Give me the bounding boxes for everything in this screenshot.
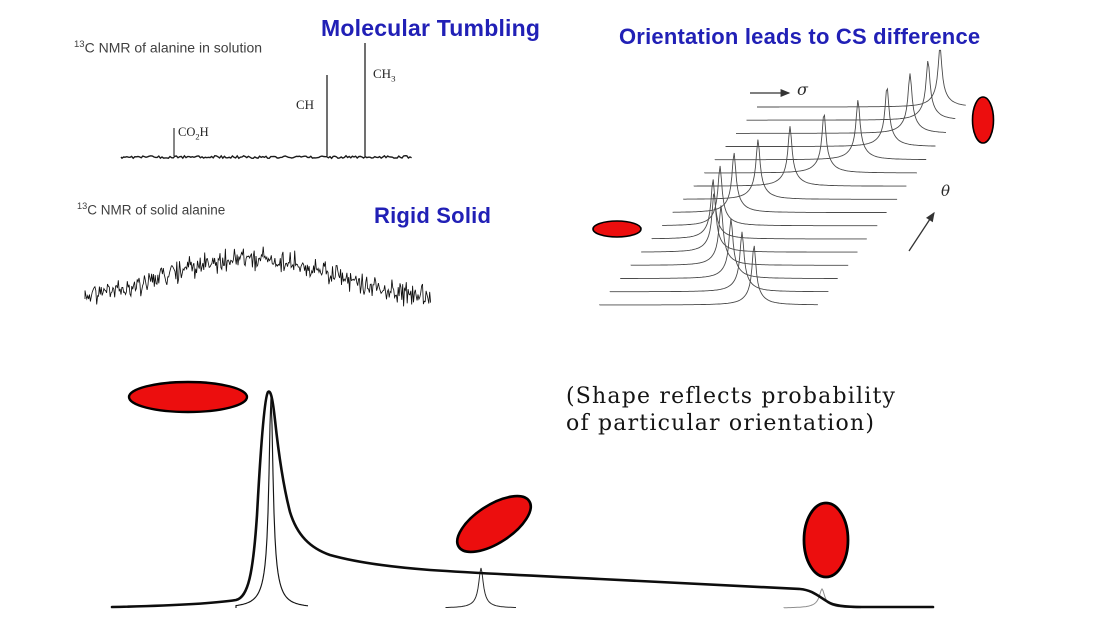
powder-note-line2: of particular orientation) — [566, 411, 876, 436]
solid-caption: 13C NMR of solid alanine — [77, 201, 225, 218]
sigma-axis-label: σ — [797, 80, 808, 99]
solid-caption-text: C NMR of solid alanine — [87, 202, 226, 218]
solution-caption-isotope: 13 — [74, 39, 85, 50]
title-rigid-solid: Rigid Solid — [374, 203, 492, 228]
red-ellipsoid-flat-powder — [127, 380, 249, 414]
theta-axis-label: θ — [941, 182, 951, 200]
theta-axis-arrow — [908, 211, 935, 252]
red-ellipsoid-vertical-stack — [971, 96, 995, 144]
peak-label-ch3: CH3 — [373, 66, 396, 84]
red-ellipsoid-flat-stack — [592, 220, 642, 238]
orientation-stack-plot — [599, 49, 966, 306]
solution-caption-text: C NMR of alanine in solution — [84, 39, 263, 56]
title-orientation-cs: Orientation leads to CS difference — [619, 24, 981, 49]
solid-caption-isotope: 13 — [77, 201, 88, 211]
peak-label-co2h: CO2H — [178, 125, 209, 142]
peak-label-ch: CH — [296, 97, 315, 112]
solution-caption: 13C NMR of alanine in solution — [74, 39, 262, 56]
red-ellipsoid-tilted-powder — [455, 494, 533, 554]
red-ellipsoid-vertical-powder — [802, 501, 850, 579]
solution-spectrum-plot — [120, 43, 412, 160]
powder-note-line1: (Shape reflects probability — [566, 384, 897, 409]
powder-note: (Shape reflects probability of particula… — [566, 383, 896, 437]
solid-spectrum-plot — [84, 246, 432, 307]
title-molecular-tumbling: Molecular Tumbling — [321, 15, 541, 41]
powder-pattern-envelope — [110, 390, 935, 609]
